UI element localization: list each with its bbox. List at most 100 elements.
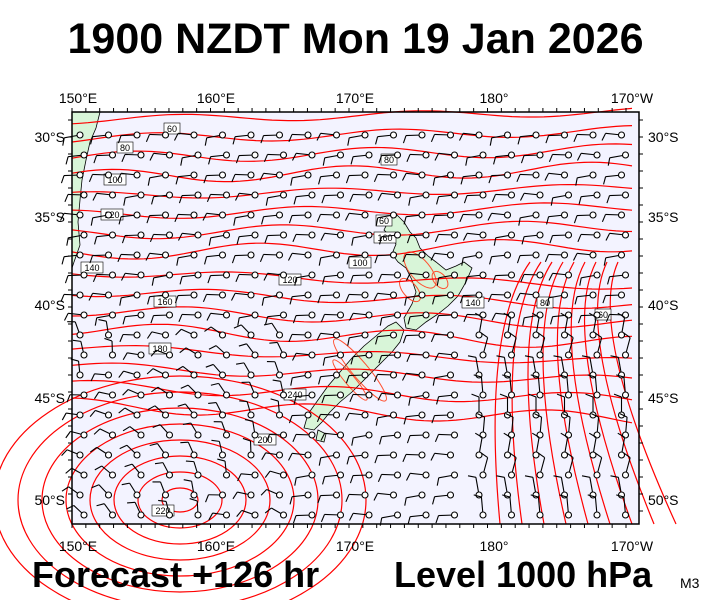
wind-barb-feather [320,433,326,441]
wind-station-circle [275,491,284,499]
wind-station-circle [190,291,198,299]
low-pressure-contour [0,375,367,600]
wind-station-circle [536,191,544,199]
wind-barb-feather [610,355,619,358]
wind-barb-feather [151,196,155,205]
wind-barb-feather [436,277,440,286]
wind-barb-feather [182,422,191,425]
wind-barb-feather [550,197,554,206]
wind-barb-feather [151,386,159,393]
wind-barb-feather [436,396,440,405]
wind-barb-feather [236,236,240,245]
wind-station-circle [422,231,430,239]
low-pressure-contour [17,391,343,600]
isobar-line [71,220,633,240]
wind-barb-feather [430,334,436,343]
wind-station-circle [564,231,573,239]
wind-station-circle [564,511,573,519]
wind-station-circle [161,411,170,419]
wind-barb-feather [259,254,265,263]
wind-station-circle [475,291,483,299]
wind-barb-feather [239,400,248,403]
wind-station-circle [564,151,573,159]
wind-barb-feather [517,136,521,145]
lat-label-left-40s: 40°S [34,297,65,313]
wind-station-circle [507,231,516,239]
wind-barb-feather [603,176,607,185]
wind-station-circle [361,211,369,219]
wind-station-circle [621,191,630,199]
wind-barb-feather [263,322,272,326]
terrain-contour [431,270,449,290]
wind-station-circle [279,511,288,519]
wind-station-circle [336,151,345,159]
wind-barb-feather [401,173,407,181]
wind-barb-feather [464,276,468,285]
wind-barb-feather [345,294,350,303]
wind-barb-feather [344,413,350,421]
wind-station-circle [218,251,227,259]
wind-barb-feather [524,355,533,358]
wind-station-circle [218,211,227,219]
wind-station-circle [80,511,88,519]
lon-label-bottom-170e: 170°E [336,538,374,554]
wind-station-circle [365,471,373,479]
wind-station-circle [336,391,345,399]
wind-barb-feather [518,217,521,226]
wind-barb-feather [502,374,511,378]
wind-barb-feather [471,393,480,398]
wind-station-circle [479,351,487,359]
wind-station-circle [137,191,145,199]
wind-station-circle [532,251,540,259]
wind-barb-feather [270,398,279,402]
wind-barb-feather [237,317,240,326]
wind-barb-feather [375,217,379,226]
wind-barb-feather [287,453,293,461]
wind-barb-feather [117,254,122,263]
wind-station-circle [422,311,430,319]
wind-barb-feather [177,233,183,241]
lon-label-top-150e: 150°E [59,90,97,106]
wind-station-circle [389,331,398,339]
isobar-line [71,184,633,199]
wind-station-circle [503,331,512,339]
wind-station-circle [275,251,284,259]
wind-barb-feather [548,273,554,281]
wind-station-circle [536,471,544,479]
wind-barb-feather [509,332,517,339]
wind-barb-feather [537,452,545,459]
wind-barb-feather [406,154,411,163]
wind-station-circle [190,371,198,379]
lat-label-left-45s: 45°S [34,390,65,406]
wind-barb-feather [61,412,67,421]
wind-station-circle [194,351,202,359]
wind-station-circle [365,231,373,239]
wind-barb-feather [606,195,611,204]
wind-station-circle [251,511,259,519]
wind-station-circle [133,371,141,379]
wind-barb-feather [208,237,212,246]
wind-barb-feather [459,214,464,223]
australia-landmass [71,111,101,269]
wind-station-circle [218,171,227,179]
wind-barb-feather [575,177,578,186]
wind-station-circle [304,171,312,179]
wind-barb-feather [566,452,574,459]
wind-barb-feather [493,156,497,165]
wind-barb-feather [462,233,468,241]
wind-station-circle [621,271,630,279]
wind-barb-feather [292,234,297,243]
wind-station-circle [137,231,145,239]
wind-station-circle [76,411,84,419]
wind-barb-feather [317,495,322,504]
wind-station-circle [536,391,544,399]
wind-barb-feather [185,460,194,463]
wind-station-circle [275,411,284,419]
level-label: Level 1000 hPa [394,554,653,595]
wind-barb-feather [320,514,326,523]
wind-barb-feather [150,349,157,357]
contour-label-box [380,153,398,166]
wind-barb-feather [623,332,631,339]
wind-station-circle [133,411,141,419]
wind-station-circle [503,211,512,219]
